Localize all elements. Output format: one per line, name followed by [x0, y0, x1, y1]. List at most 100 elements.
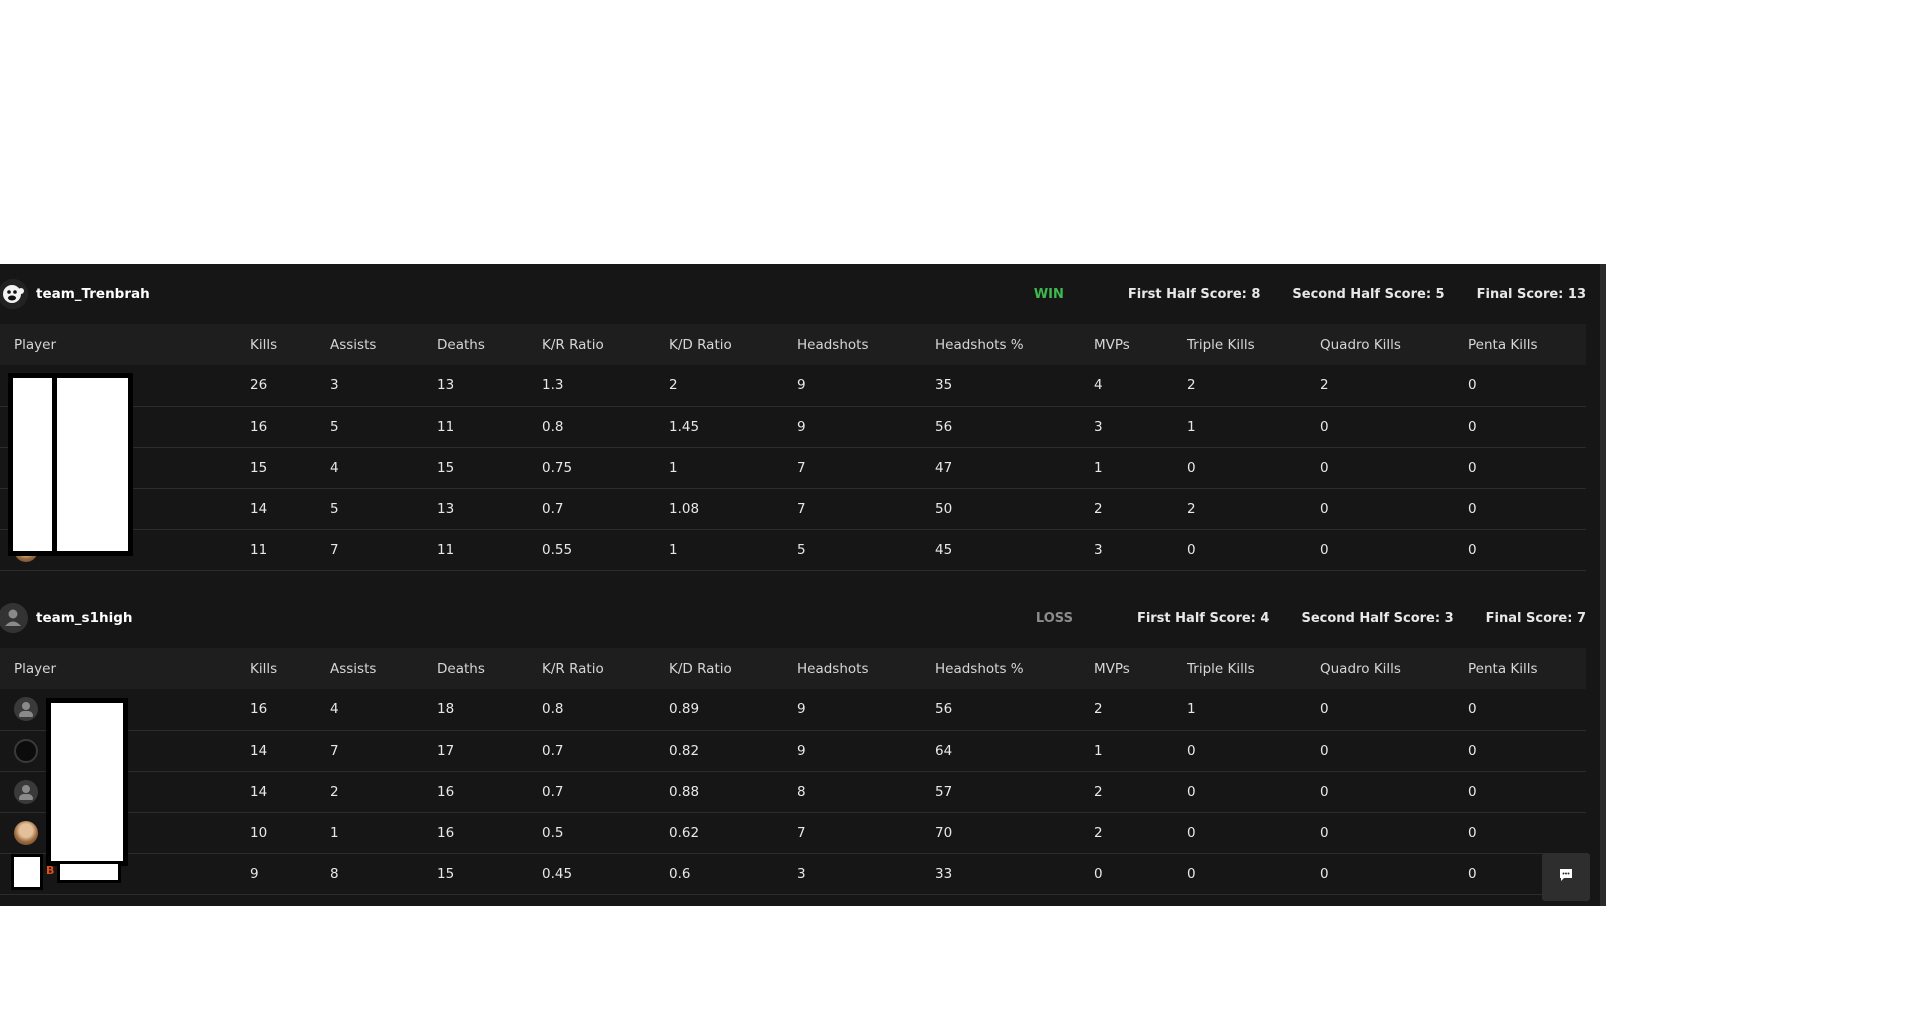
penta-kills-cell: 0	[1468, 742, 1477, 759]
penta-kills-cell: 0	[1468, 418, 1477, 435]
player-cell[interactable]	[0, 812, 250, 853]
column-header-player[interactable]: Player	[14, 660, 57, 677]
headshots-pct-cell: 33	[935, 865, 953, 882]
redacted-player-names	[8, 373, 133, 556]
table-row[interactable]: 15 4 15 0.75 1 7 47 1 0 0 0	[0, 447, 1586, 488]
kd-ratio-cell: 0.6	[669, 865, 691, 882]
table-row[interactable]: 10 1 16 0.5 0.62 7 70 2 0 0 0	[0, 812, 1586, 853]
assists-cell: 5	[330, 500, 339, 517]
column-header-mvps[interactable]: MVPs	[1094, 660, 1130, 677]
kr-ratio-cell: 0.7	[542, 742, 564, 759]
headshots-cell: 7	[797, 459, 806, 476]
chat-icon	[1558, 867, 1574, 887]
player-avatar[interactable]	[14, 738, 38, 763]
match-result: LOSS	[1035, 610, 1073, 626]
deaths-cell: 13	[437, 377, 455, 394]
deaths-cell: 11	[437, 541, 455, 558]
column-header-mvps[interactable]: MVPs	[1094, 336, 1130, 353]
team-name[interactable]: team_Trenbrah	[36, 286, 150, 302]
final-score: Final Score: 7	[1485, 610, 1586, 626]
headshots-cell: 9	[797, 418, 806, 435]
person-icon	[0, 603, 28, 633]
team-section-1: team_Trenbrah WIN First Half Score: 8 Se…	[0, 264, 1586, 571]
kills-cell: 16	[250, 701, 268, 718]
kr-ratio-cell: 0.7	[542, 500, 564, 517]
assists-cell: 2	[330, 783, 339, 800]
table-row[interactable]: 14 5 13 0.7 1.08 7 50 2 2 0 0	[0, 488, 1586, 529]
headshots-cell: 7	[797, 824, 806, 841]
kills-cell: 9	[250, 865, 259, 882]
table-row[interactable]: 16 4 18 0.8 0.89 9 56 2 1 0 0	[0, 689, 1586, 730]
column-header-kills[interactable]: Kills	[250, 660, 278, 677]
table-row[interactable]: 14 2 16 0.7 0.88 8 57 2 0 0 0	[0, 771, 1586, 812]
penta-kills-cell: 0	[1468, 500, 1477, 517]
column-header-triple-kills[interactable]: Triple Kills	[1187, 336, 1255, 353]
mvps-cell: 2	[1094, 701, 1103, 718]
assists-cell: 8	[330, 865, 339, 882]
redaction-divider	[52, 378, 57, 551]
quadro-kills-cell: 0	[1320, 865, 1329, 882]
first-half-score: First Half Score: 8	[1127, 286, 1261, 302]
column-header-kr-ratio[interactable]: K/R Ratio	[542, 660, 604, 677]
column-header-quadro-kills[interactable]: Quadro Kills	[1320, 336, 1401, 353]
kills-cell: 14	[250, 500, 268, 517]
assists-cell: 7	[330, 742, 339, 759]
team-section-2: team_s1high LOSS First Half Score: 4 Sec…	[0, 588, 1586, 895]
headshots-cell: 9	[797, 742, 806, 759]
mvps-cell: 4	[1094, 377, 1103, 394]
column-header-assists[interactable]: Assists	[330, 336, 377, 353]
quadro-kills-cell: 0	[1320, 824, 1329, 841]
scrollbar[interactable]	[1600, 264, 1606, 906]
column-header-headshots-pct[interactable]: Headshots %	[935, 660, 1024, 677]
table-row[interactable]: 26 3 13 1.3 2 9 35 4 2 2 0	[0, 365, 1586, 406]
column-header-deaths[interactable]: Deaths	[437, 660, 485, 677]
team-header: team_s1high LOSS First Half Score: 4 Sec…	[0, 588, 1586, 648]
player-cell[interactable]	[0, 689, 250, 730]
column-header-penta-kills[interactable]: Penta Kills	[1468, 660, 1538, 677]
team-score-summary: WIN First Half Score: 8 Second Half Scor…	[1034, 264, 1586, 324]
chat-button[interactable]	[1542, 853, 1590, 901]
column-header-kr-ratio[interactable]: K/R Ratio	[542, 336, 604, 353]
kr-ratio-cell: 0.8	[542, 418, 564, 435]
column-header-player[interactable]: Player	[14, 336, 57, 353]
kd-ratio-cell: 0.82	[669, 742, 700, 759]
column-header-kd-ratio[interactable]: K/D Ratio	[669, 336, 732, 353]
headshots-pct-cell: 56	[935, 701, 953, 718]
penta-kills-cell: 0	[1468, 701, 1477, 718]
player-cell[interactable]	[0, 771, 250, 812]
kills-cell: 26	[250, 377, 268, 394]
team-name[interactable]: team_s1high	[36, 610, 133, 626]
column-header-kills[interactable]: Kills	[250, 336, 278, 353]
kd-ratio-cell: 0.89	[669, 701, 700, 718]
kd-ratio-cell: 1.08	[669, 500, 700, 517]
column-header-headshots[interactable]: Headshots	[797, 336, 869, 353]
player-cell[interactable]	[0, 730, 250, 771]
player-avatar[interactable]	[14, 697, 38, 722]
column-header-assists[interactable]: Assists	[330, 660, 377, 677]
table-header-row: Player Kills Assists Deaths K/R Ratio K/…	[0, 648, 1586, 689]
column-header-deaths[interactable]: Deaths	[437, 336, 485, 353]
table-row[interactable]: 11 7 11 0.55 1 5 45 3 0 0 0	[0, 529, 1586, 570]
headshots-pct-cell: 35	[935, 377, 953, 394]
column-header-kd-ratio[interactable]: K/D Ratio	[669, 660, 732, 677]
column-header-headshots[interactable]: Headshots	[797, 660, 869, 677]
kd-ratio-cell: 1.45	[669, 418, 700, 435]
mvps-cell: 1	[1094, 459, 1103, 476]
first-half-score: First Half Score: 4	[1136, 610, 1270, 626]
headshots-pct-cell: 47	[935, 459, 953, 476]
kills-cell: 14	[250, 783, 268, 800]
column-header-penta-kills[interactable]: Penta Kills	[1468, 336, 1538, 353]
table-row[interactable]: 9 8 15 0.45 0.6 3 33 0 0 0 0	[0, 853, 1586, 894]
column-header-quadro-kills[interactable]: Quadro Kills	[1320, 660, 1401, 677]
redacted-avatar	[11, 854, 43, 890]
headshots-pct-cell: 64	[935, 742, 953, 759]
triple-kills-cell: 0	[1187, 541, 1196, 558]
player-avatar[interactable]	[14, 820, 38, 845]
column-header-triple-kills[interactable]: Triple Kills	[1187, 660, 1255, 677]
player-avatar[interactable]	[14, 779, 38, 804]
column-header-headshots-pct[interactable]: Headshots %	[935, 336, 1024, 353]
table-row[interactable]: 16 5 11 0.8 1.45 9 56 3 1 0 0	[0, 406, 1586, 447]
triple-kills-cell: 1	[1187, 418, 1196, 435]
table-row[interactable]: 14 7 17 0.7 0.82 9 64 1 0 0 0	[0, 730, 1586, 771]
mvps-cell: 2	[1094, 783, 1103, 800]
